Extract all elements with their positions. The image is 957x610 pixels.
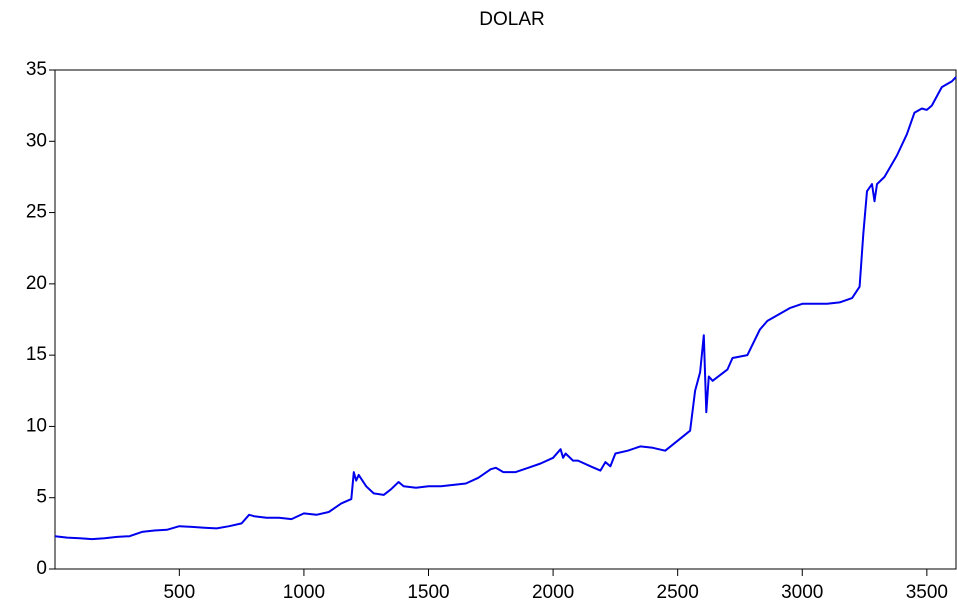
plot-frame xyxy=(54,69,957,570)
x-tick-label: 3000 xyxy=(781,582,823,603)
data-line xyxy=(54,76,957,541)
y-tick-label: 35 xyxy=(26,59,47,80)
y-tick-label: 10 xyxy=(26,415,47,436)
chart-title: DOLAR xyxy=(479,9,544,30)
y-tick-label: 20 xyxy=(26,273,47,294)
y-tick-label: 5 xyxy=(36,487,47,508)
x-tick-label: 1500 xyxy=(407,582,449,603)
x-tick-label: 1000 xyxy=(283,582,325,603)
x-tick-label: 2500 xyxy=(657,582,699,603)
y-tick-label: 30 xyxy=(26,130,47,151)
x-tick-label: 500 xyxy=(163,582,195,603)
x-tick-label: 3500 xyxy=(906,582,948,603)
y-tick-label: 0 xyxy=(36,558,47,579)
y-tick-label: 25 xyxy=(26,202,47,223)
x-tick-label: 2000 xyxy=(532,582,574,603)
y-tick-label: 15 xyxy=(26,344,47,365)
